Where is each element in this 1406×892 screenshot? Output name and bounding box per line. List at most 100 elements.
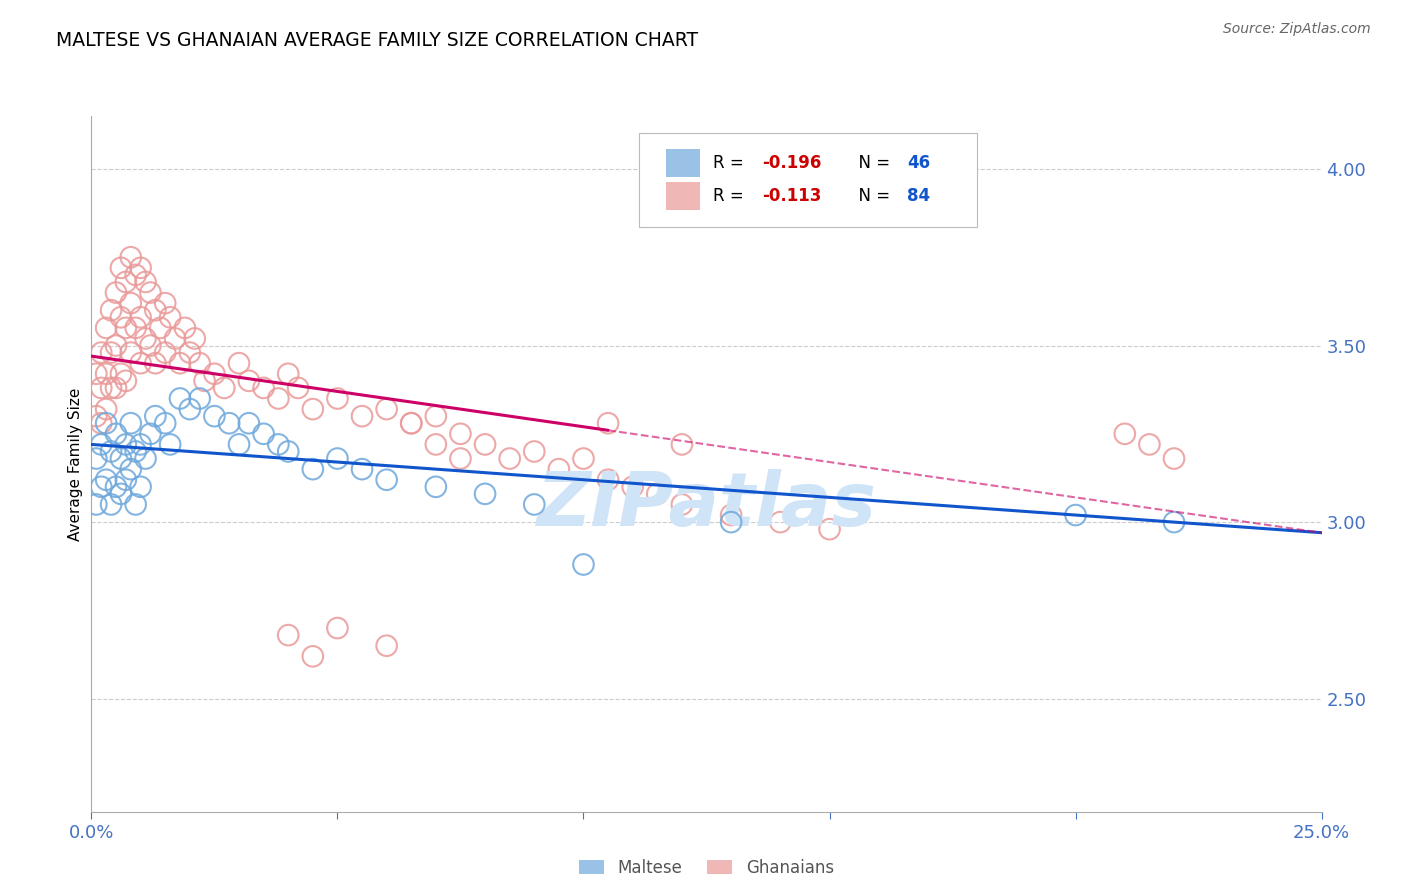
Point [120,345,142,359]
Point [145,303,166,318]
Point [202,409,225,424]
Point [399,416,422,430]
Point [277,367,299,381]
Point [375,402,398,417]
Point [425,437,447,451]
Point [135,331,156,345]
Text: -0.113: -0.113 [762,187,821,205]
Point [253,381,276,395]
Point [110,367,132,381]
Point [96,473,117,487]
Point [96,416,117,430]
Point [1114,426,1136,441]
Point [86,409,108,424]
Point [129,310,152,325]
Point [163,331,186,345]
Point [129,480,152,494]
Point [1064,508,1087,522]
Point [105,285,127,300]
Point [169,392,191,406]
Point [110,487,132,501]
Point [183,331,207,345]
Text: R =: R = [713,187,748,205]
Point [474,437,496,451]
Point [228,437,250,451]
Point [671,498,693,512]
Point [212,381,235,395]
Point [238,374,260,388]
Point [129,260,152,275]
Point [90,437,112,451]
Text: ZIPatlas: ZIPatlas [537,469,876,542]
Point [301,649,323,664]
Point [523,498,546,512]
Point [120,296,142,310]
Point [193,374,217,388]
Point [645,487,669,501]
Point [120,462,142,476]
Point [135,275,156,289]
Point [90,381,112,395]
Point [135,451,156,466]
Point [145,409,166,424]
Point [474,487,496,501]
Point [188,392,211,406]
Point [523,444,546,458]
Text: 84: 84 [907,187,931,205]
FancyBboxPatch shape [666,182,700,210]
Text: Source: ZipAtlas.com: Source: ZipAtlas.com [1223,22,1371,37]
Point [596,416,619,430]
Point [139,285,162,300]
Text: 46: 46 [907,154,931,172]
Point [720,515,742,529]
Point [621,480,644,494]
FancyBboxPatch shape [666,149,700,178]
Text: R =: R = [713,154,748,172]
Point [596,473,619,487]
Point [105,338,127,352]
Point [124,444,146,458]
Point [110,451,132,466]
Point [105,381,127,395]
Point [277,444,299,458]
Point [287,381,309,395]
Point [114,321,138,335]
Point [124,498,146,512]
Point [720,508,742,522]
Point [159,437,181,451]
Point [267,392,290,406]
Point [267,437,290,451]
Point [375,473,398,487]
Point [105,426,127,441]
Point [352,409,374,424]
Point [301,402,323,417]
Point [188,356,211,370]
Point [90,480,112,494]
Point [179,345,201,359]
Point [139,426,162,441]
Point [169,356,191,370]
Legend: Maltese, Ghanaians: Maltese, Ghanaians [572,852,841,883]
Point [572,451,595,466]
Point [114,437,138,451]
Point [145,356,166,370]
Point [86,498,108,512]
Point [114,275,138,289]
Point [100,381,122,395]
Point [124,268,146,282]
Point [277,628,299,642]
Point [120,416,142,430]
Point [202,367,225,381]
Point [449,451,471,466]
Point [100,498,122,512]
Point [90,416,112,430]
Point [449,426,471,441]
Point [139,338,162,352]
Text: MALTESE VS GHANAIAN AVERAGE FAMILY SIZE CORRELATION CHART: MALTESE VS GHANAIAN AVERAGE FAMILY SIZE … [56,31,699,50]
Point [671,437,693,451]
Point [425,480,447,494]
Point [547,462,569,476]
Point [153,296,177,310]
Point [326,621,349,635]
Text: -0.196: -0.196 [762,154,821,172]
